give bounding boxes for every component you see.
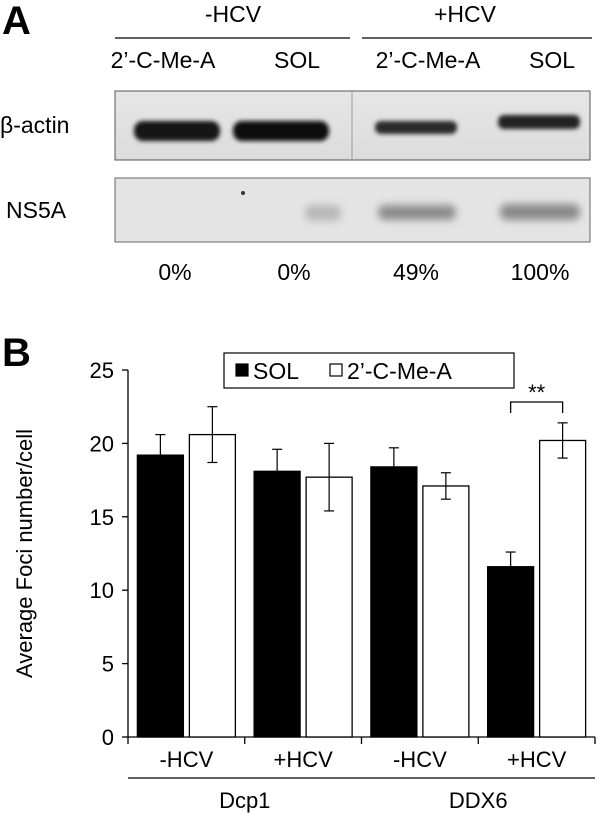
band-beta-actin-4 (498, 115, 580, 129)
bar-sol (486, 566, 535, 738)
bar-c-me-a (305, 476, 353, 738)
group-label-plus-hcv: +HCV (434, 1, 497, 27)
bar-c-me-a (422, 485, 470, 738)
panel-a-letter: A (2, 0, 31, 43)
band-ns5a-4 (500, 204, 580, 220)
y-tick-label: 25 (90, 358, 114, 383)
significance-bracket (509, 401, 564, 413)
panel-b-letter: B (2, 331, 31, 375)
percent-lane-1: 0% (158, 259, 191, 285)
band-ns5a-3 (378, 205, 456, 220)
lane-label-2: SOL (274, 47, 320, 73)
band-beta-actin-2 (233, 121, 329, 141)
y-axis-title: Average Foci number/cell (12, 429, 37, 678)
blot-beta-actin (114, 90, 591, 161)
lane-label-4: SOL (529, 47, 575, 73)
legend-box (223, 352, 515, 389)
lane-label-1: 2’-C-Me-A (111, 47, 216, 73)
group-label: Dcp1 (219, 788, 270, 813)
legend-swatch (235, 363, 249, 377)
bar-sol (253, 470, 301, 738)
y-tick-label: 5 (102, 652, 114, 677)
lane-label-3: 2’-C-Me-A (376, 47, 481, 73)
bar-c-me-a (538, 439, 587, 738)
legend-label: SOL (253, 358, 299, 384)
x-category-label: -HCV (393, 747, 447, 772)
panel-b-chart: B 0 5 10 15 20 25 Average Foci number/cell -HCV… (2, 331, 596, 813)
chart-legend: SOL 2’-C-Me-A (223, 352, 515, 389)
bar-c-me-a (188, 433, 237, 738)
percent-lane-4: 100% (511, 259, 570, 285)
band-beta-actin-1 (134, 121, 220, 141)
legend-swatch (329, 363, 343, 377)
y-tick-label: 10 (90, 578, 114, 603)
x-category-label: +HCV (273, 747, 333, 772)
significance-label: ** (528, 380, 546, 405)
band-beta-actin-3 (375, 121, 457, 134)
y-tick-label: 0 (102, 725, 114, 750)
percent-lane-3: 49% (393, 259, 439, 285)
group-label-minus-hcv: -HCV (205, 1, 262, 27)
x-category-label: +HCV (507, 747, 567, 772)
percent-lane-2: 0% (277, 259, 310, 285)
legend-label: 2’-C-Me-A (347, 358, 452, 384)
gel-speck (241, 191, 245, 195)
band-ns5a-2 (305, 205, 341, 221)
y-tick-label: 20 (90, 431, 114, 456)
blot-ns5a (114, 177, 591, 243)
bar-sol (136, 454, 185, 738)
y-tick-label: 15 (90, 505, 114, 530)
group-label: DDX6 (449, 788, 508, 813)
panel-a: A -HCV +HCV 2’-C-Me-A SOL 2’-C-Me-A SOL … (0, 0, 592, 285)
chart-bars: ** (136, 380, 587, 738)
bar-sol (370, 466, 418, 738)
blot-label-beta-actin: β-actin (0, 112, 69, 138)
x-category-label: -HCV (159, 747, 213, 772)
blot-label-ns5a: NS5A (6, 197, 67, 223)
